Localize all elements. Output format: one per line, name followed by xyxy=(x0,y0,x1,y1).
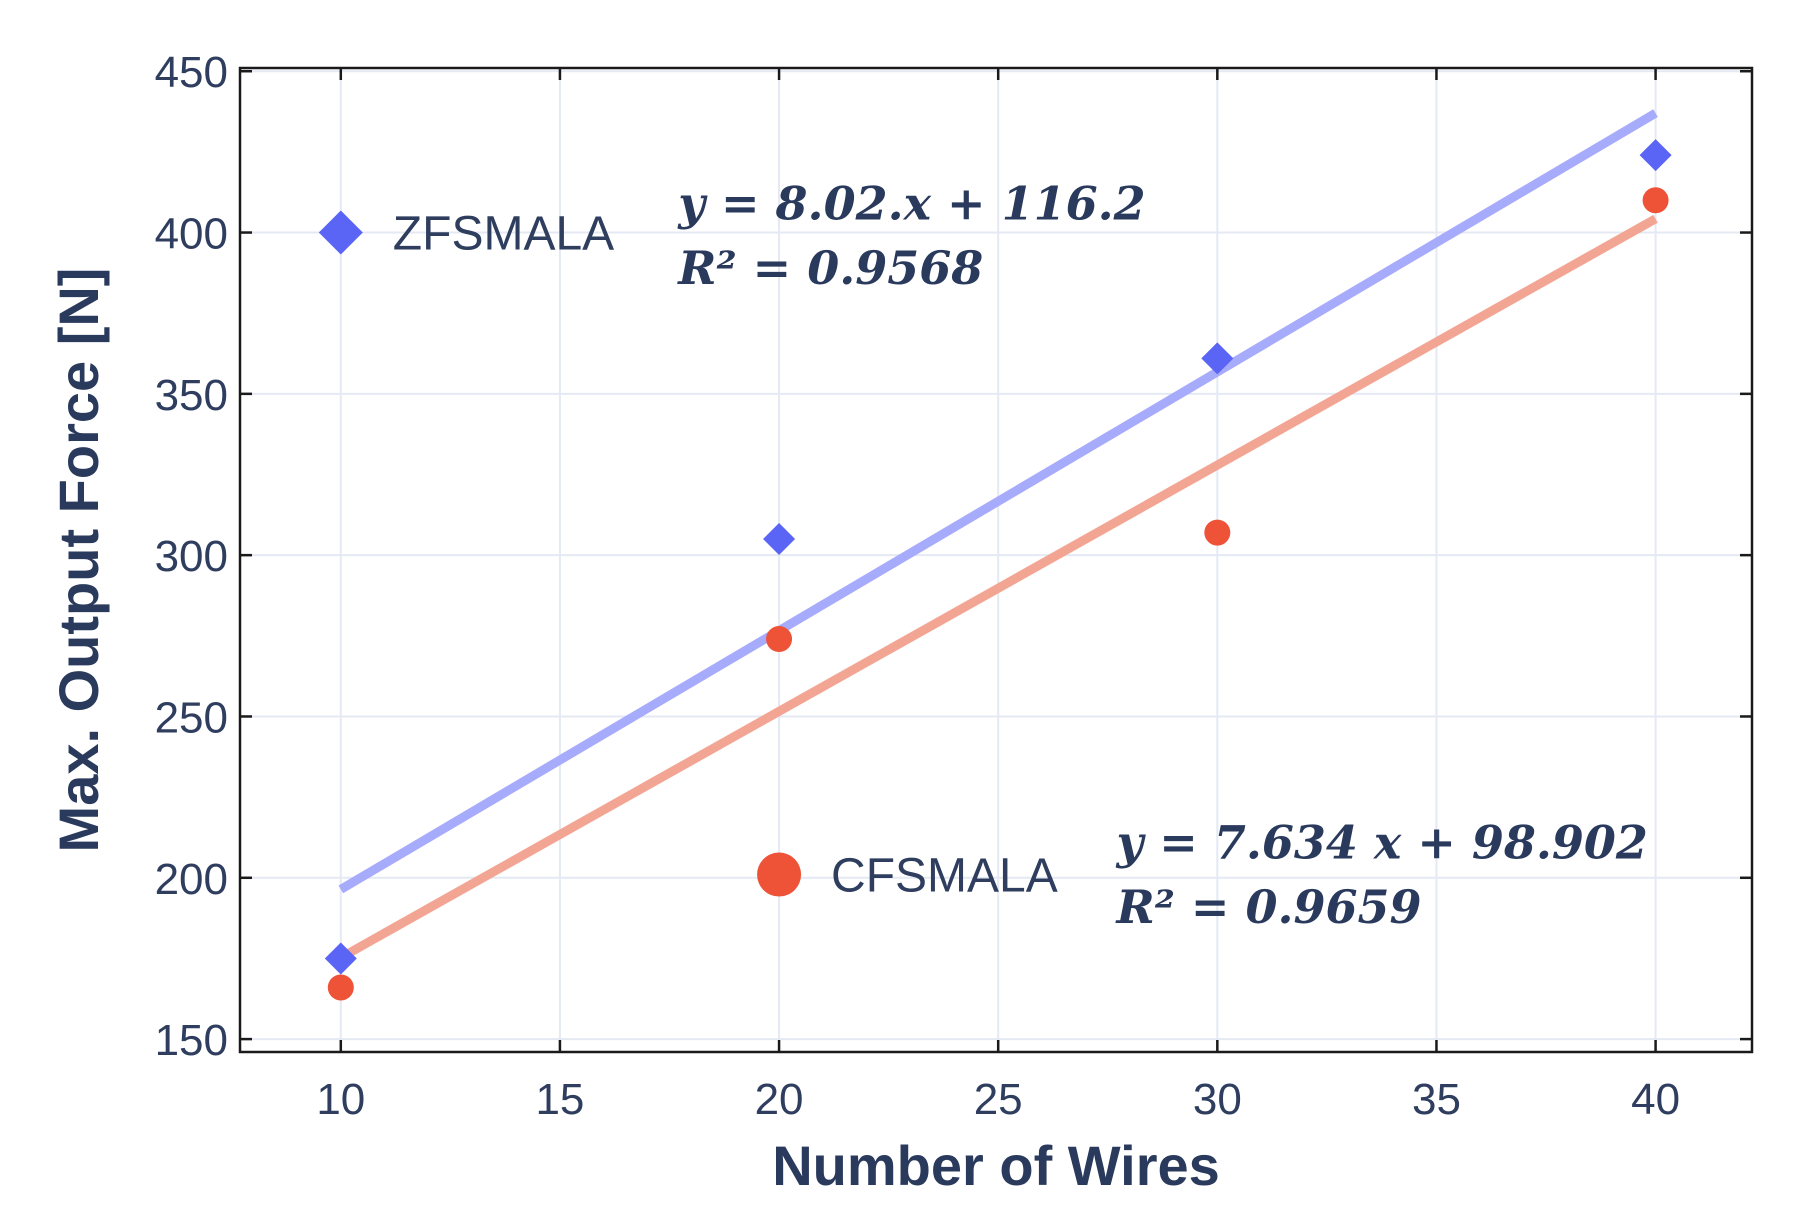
legend-marker-cfsmala xyxy=(757,852,802,897)
legend-marker-zfsmala xyxy=(318,210,363,255)
data-points xyxy=(324,139,1672,1001)
data-point-zfsmala xyxy=(763,523,796,556)
y-tick-label: 400 xyxy=(155,210,228,259)
x-axis-title: Number of Wires xyxy=(772,1134,1220,1197)
y-tick-label: 200 xyxy=(155,855,228,904)
data-point-zfsmala xyxy=(1201,342,1234,375)
data-point-cfsmala xyxy=(1642,187,1669,214)
x-tick-label: 35 xyxy=(1412,1075,1461,1124)
y-tick-label: 150 xyxy=(155,1016,228,1065)
data-point-cfsmala xyxy=(327,974,354,1001)
x-tick-label: 30 xyxy=(1193,1075,1242,1124)
x-tick-label: 15 xyxy=(535,1075,584,1124)
fit-equation: y = 7.634 x + 98.902 xyxy=(1116,815,1648,869)
trend-line-zfsmala xyxy=(338,109,1658,894)
x-tick-label: 10 xyxy=(316,1075,365,1124)
x-tick-label: 25 xyxy=(974,1075,1023,1124)
legend: ZFSMALA y = 8.02.x + 116.2 R² = 0.9568 CFSM… xyxy=(318,177,1648,934)
y-tick-label: 350 xyxy=(155,371,228,420)
plot-frame xyxy=(238,66,1754,1054)
legend-label-zfsmala: ZFSMALA xyxy=(393,208,614,261)
data-point-zfsmala xyxy=(324,942,357,975)
y-tick-label: 300 xyxy=(155,532,228,581)
data-point-cfsmala xyxy=(1204,519,1231,546)
r-squared: R² = 0.9568 xyxy=(676,241,983,295)
r-squared: R² = 0.9659 xyxy=(1115,880,1422,934)
axis-ticks: 10 15 20 25 30 35 40 150 200 250 300 350 400 450 xyxy=(155,48,1752,1124)
x-tick-label: 40 xyxy=(1631,1075,1680,1124)
y-tick-label: 450 xyxy=(155,48,228,97)
legend-label-cfsmala: CFSMALA xyxy=(831,850,1058,903)
y-axis-title: Max. Output Force [N] xyxy=(47,268,110,853)
data-point-cfsmala xyxy=(766,626,793,653)
y-tick-label: 250 xyxy=(155,693,228,742)
fit-equation: y = 8.02.x + 116.2 xyxy=(677,177,1145,231)
data-point-zfsmala xyxy=(1639,139,1672,172)
x-tick-label: 20 xyxy=(755,1075,804,1124)
trend-lines xyxy=(338,109,1658,962)
trend-line-cfsmala xyxy=(338,214,1658,962)
